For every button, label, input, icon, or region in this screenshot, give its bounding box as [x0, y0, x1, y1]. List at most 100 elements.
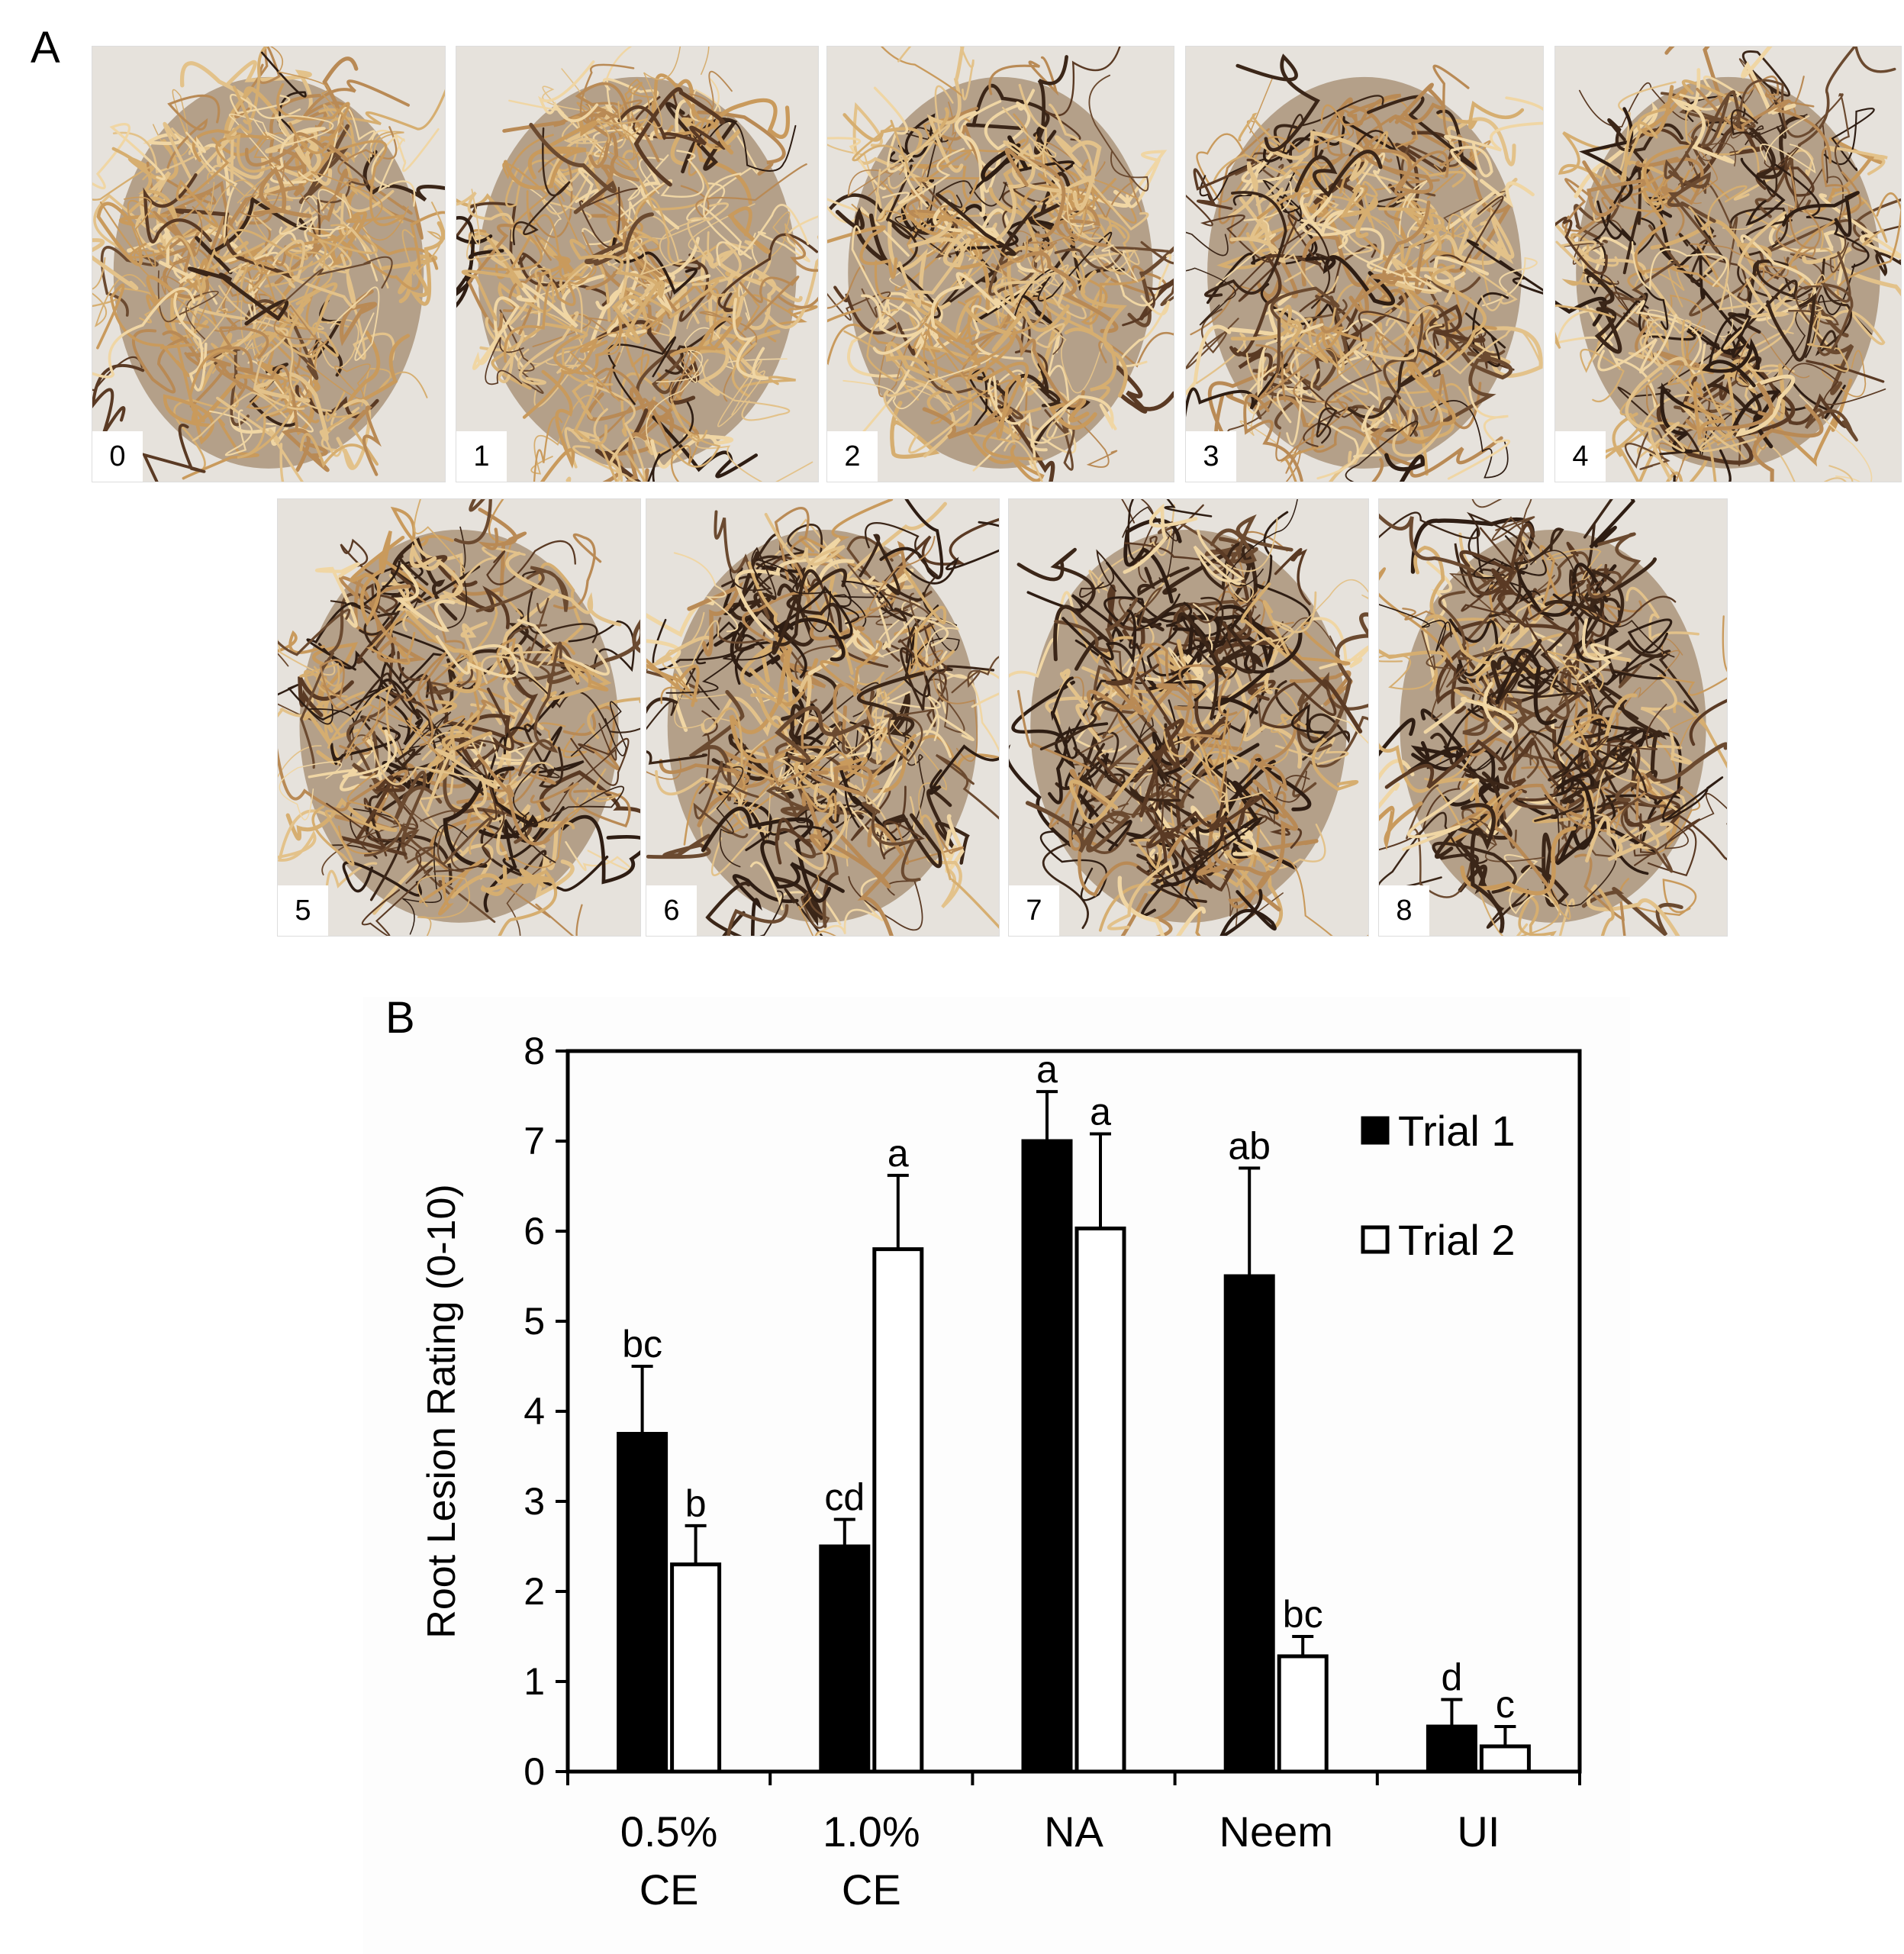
- root-strand: [99, 195, 208, 256]
- root-strand: [453, 499, 492, 545]
- root-strand: [982, 374, 1043, 461]
- photo-label: 4: [1555, 431, 1606, 482]
- root-strand: [894, 817, 964, 866]
- root-strand: [836, 580, 894, 624]
- root-strand: [339, 572, 381, 637]
- root-strand: [624, 214, 683, 276]
- root-strand: [926, 788, 970, 865]
- root-strand: [688, 690, 745, 801]
- root-strand: [1001, 106, 1083, 209]
- root-strand: [646, 350, 704, 444]
- root-strand: [409, 592, 477, 691]
- root-strand: [1661, 776, 1724, 824]
- significance-letter: cd: [824, 1476, 865, 1519]
- root-strand: [141, 424, 206, 482]
- root-strand: [1519, 889, 1571, 936]
- y-tick-label: 1: [524, 1660, 545, 1703]
- root-strand: [1768, 214, 1845, 285]
- root-strand: [531, 726, 585, 774]
- root-strand: [1379, 511, 1525, 556]
- root-strand: [420, 810, 469, 873]
- root-photo-image: [1009, 499, 1368, 936]
- root-strand: [757, 215, 818, 263]
- root-strand: [936, 180, 1007, 208]
- root-strand: [368, 748, 416, 901]
- root-strand: [939, 324, 1006, 391]
- root-strand: [649, 434, 734, 469]
- photo-label: 5: [278, 885, 328, 936]
- root-strand: [151, 295, 208, 358]
- root-strand: [1280, 714, 1358, 792]
- significance-letter: a: [888, 1132, 909, 1175]
- root-strand: [1243, 393, 1303, 482]
- root-strand: [1393, 200, 1432, 240]
- root-strand: [406, 715, 466, 785]
- root-strand: [1292, 715, 1368, 798]
- root-strand: [92, 123, 166, 190]
- root-strand: [92, 287, 195, 379]
- root-strand: [1490, 568, 1577, 660]
- root-strand: [1555, 304, 1615, 350]
- root-strand: [160, 206, 203, 295]
- root-strand: [1641, 734, 1700, 854]
- root-strand: [146, 258, 215, 305]
- root-strand: [875, 597, 949, 650]
- root-strand: [1628, 318, 1692, 360]
- root-strand: [1424, 614, 1505, 689]
- root-strand: [1498, 637, 1560, 692]
- root-strand: [253, 224, 349, 359]
- root-strand: [1275, 374, 1348, 462]
- y-tick-label: 2: [524, 1570, 545, 1613]
- root-strand: [185, 131, 238, 238]
- root-strand: [777, 233, 818, 309]
- root-strand: [298, 676, 354, 717]
- root-strand: [472, 296, 520, 370]
- x-category-label: Neem: [1219, 1807, 1333, 1856]
- root-strand: [1735, 374, 1796, 437]
- root-strand: [857, 671, 924, 737]
- root-strand: [585, 212, 654, 266]
- root-strand: [1080, 269, 1128, 398]
- root-strand: [745, 825, 833, 852]
- root-photo-6: 6: [646, 498, 1000, 937]
- root-strand: [276, 82, 350, 154]
- root-strand: [884, 691, 942, 741]
- root-strand: [265, 114, 334, 146]
- root-strand: [1294, 612, 1368, 741]
- root-strand: [717, 360, 765, 427]
- panel-b-chart: 0 1 2 3 4 5 6 7 8 Root Lesion Rating (0-10) bc b 0.5…: [363, 997, 1630, 1954]
- root-strand: [595, 270, 647, 337]
- root-strand: [1688, 79, 1819, 138]
- root-strand: [1240, 582, 1304, 672]
- root-strand: [208, 177, 266, 218]
- root-strand: [1250, 104, 1351, 158]
- root-strand: [1297, 672, 1368, 753]
- root-strand: [486, 540, 576, 585]
- root-photo-1: 1: [456, 46, 819, 482]
- root-strand: [689, 78, 721, 122]
- root-strand: [646, 750, 708, 765]
- root-strand: [592, 47, 633, 153]
- root-strand: [539, 769, 640, 814]
- root-strand: [1595, 682, 1667, 772]
- root-strand: [278, 684, 382, 721]
- root-strand: [1620, 108, 1667, 182]
- root-strand: [827, 137, 888, 190]
- root-strand: [1042, 800, 1108, 930]
- root-strand: [176, 134, 275, 227]
- root-strand: [596, 101, 649, 143]
- root-strand: [452, 585, 510, 630]
- root-strand: [1423, 682, 1518, 739]
- root-strand: [1729, 207, 1793, 257]
- root-strand: [1646, 279, 1734, 340]
- root-strand: [859, 534, 926, 601]
- root-strand: [1316, 324, 1373, 363]
- root-strand: [1402, 778, 1480, 851]
- root-strand: [1740, 234, 1817, 321]
- root-strand: [607, 336, 677, 405]
- root-strand: [503, 281, 576, 363]
- root-strand: [417, 875, 470, 936]
- root-strand: [278, 748, 409, 812]
- root-strand: [1487, 651, 1577, 715]
- root-strand: [759, 890, 784, 936]
